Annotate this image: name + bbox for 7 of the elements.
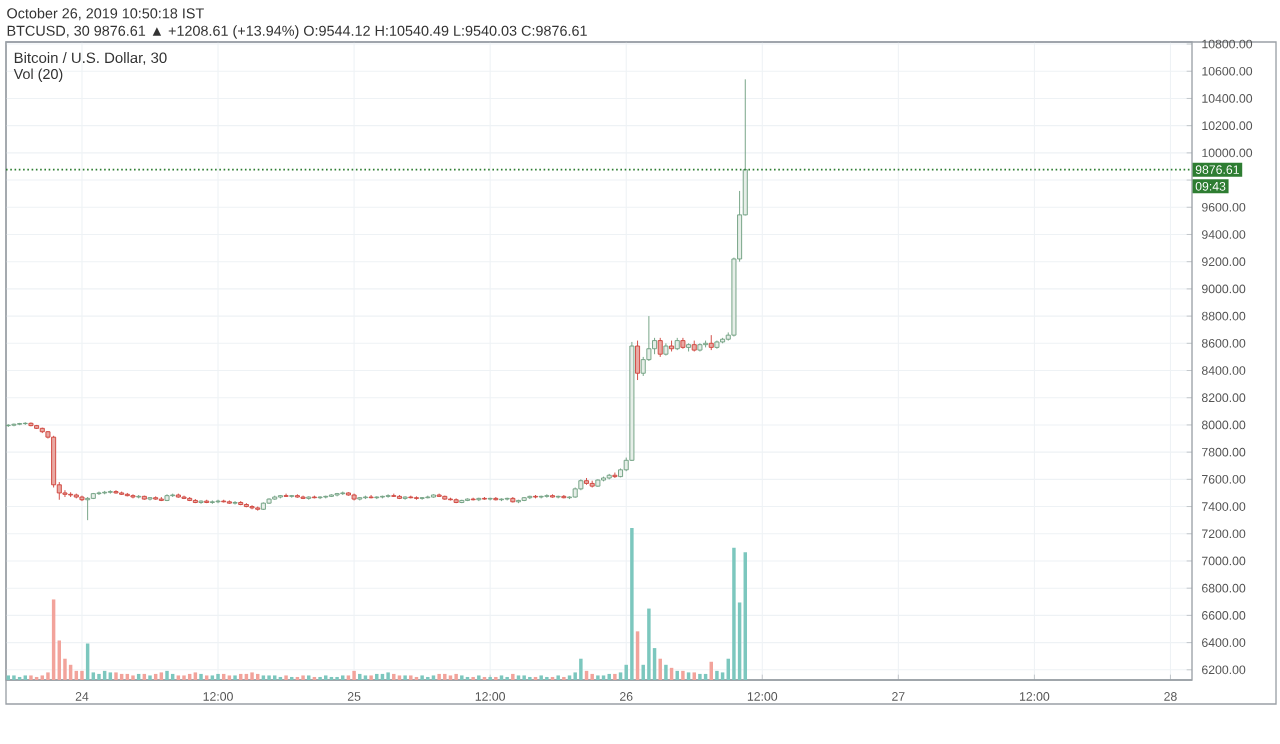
- candlestick: [635, 340, 641, 381]
- candlestick: [544, 493, 550, 499]
- candlestick: [62, 489, 68, 498]
- candlestick: [657, 337, 663, 358]
- candlestick: [612, 472, 618, 479]
- candlestick: [385, 493, 391, 499]
- candlestick: [85, 496, 91, 521]
